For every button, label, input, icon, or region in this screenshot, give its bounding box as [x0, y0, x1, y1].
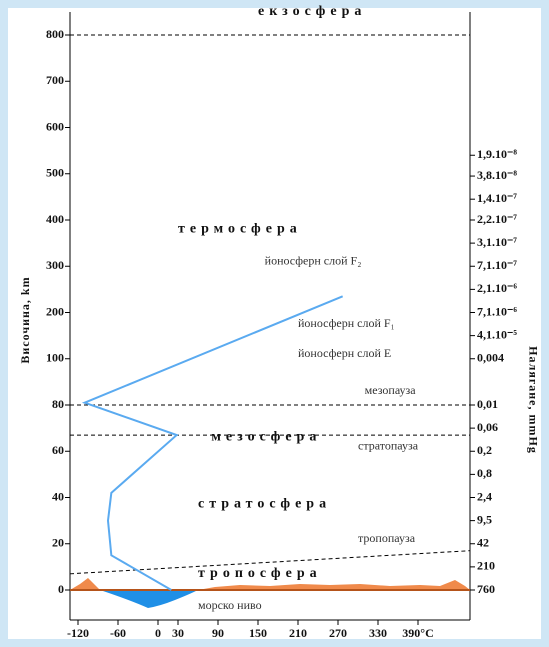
annotation: йоносферн слой F₁: [298, 316, 395, 330]
pressure-label: 210: [477, 559, 495, 573]
annotation: мезосфера: [211, 430, 321, 445]
x-tick-label: 30: [172, 626, 184, 640]
pressure-label: 4,1.10⁻⁵: [477, 327, 517, 341]
pressure-label: 3,8.10⁻⁸: [477, 168, 517, 182]
annotation: екзосфера: [258, 4, 366, 19]
y-tick-label: 60: [52, 443, 64, 457]
pressure-label: 7,1.10⁻⁶: [477, 304, 517, 318]
x-tick-label: 390°C: [402, 626, 433, 640]
pressure-label: 760: [477, 582, 495, 596]
y-tick-label: 200: [46, 304, 64, 318]
annotation: морско ниво: [198, 598, 262, 612]
y-axis-title: Височина, km: [18, 276, 32, 363]
y-tick-label: 80: [52, 397, 64, 411]
y-tick-label: 500: [46, 166, 64, 180]
y-tick-label: 20: [52, 536, 64, 550]
annotation: йоносферн слой E: [298, 346, 391, 360]
annotation: мезопауза: [365, 383, 417, 397]
y-tick-label: 800: [46, 27, 64, 41]
pressure-label: 42: [477, 536, 489, 550]
x-tick-label: 210: [289, 626, 307, 640]
y-tick-label: 100: [46, 351, 64, 365]
pressure-label: 0,06: [477, 420, 498, 434]
y-tick-label: 300: [46, 258, 64, 272]
temperature-line: [81, 295, 344, 591]
y2-axis-title: Налягане, mmHg: [526, 346, 540, 454]
pressure-label: 0,2: [477, 443, 492, 457]
pressure-label: 9,5: [477, 512, 492, 526]
x-tick-label: -60: [110, 626, 126, 640]
annotation: тропосфера: [198, 566, 322, 581]
x-tick-label: 0: [155, 626, 161, 640]
sea: [100, 590, 198, 608]
pressure-label: 2,1.10⁻⁶: [477, 281, 517, 295]
y-tick-label: 0: [58, 582, 64, 596]
y-tick-label: 700: [46, 73, 64, 87]
annotation: тропопауза: [358, 531, 416, 545]
pressure-label: 3,1.10⁻⁷: [477, 235, 517, 249]
pressure-label: 0,01: [477, 397, 498, 411]
pressure-label: 1,9.10⁻⁸: [477, 147, 517, 161]
x-tick-label: -120: [67, 626, 89, 640]
x-tick-label: 270: [329, 626, 347, 640]
annotation: стратопауза: [358, 438, 419, 452]
y-tick-label: 600: [46, 119, 64, 133]
pressure-label: 0,004: [477, 351, 504, 365]
terrain: [70, 578, 470, 608]
pressure-label: 2,2.10⁻⁷: [477, 212, 517, 226]
pressure-label: 1,4.10⁻⁷: [477, 191, 517, 205]
y-tick-label: 400: [46, 212, 64, 226]
x-tick-label: 330: [369, 626, 387, 640]
annotation: йоносферн слой F₂: [265, 253, 362, 267]
land: [70, 578, 470, 590]
x-tick-label: 90: [212, 626, 224, 640]
pressure-label: 7,1.10⁻⁷: [477, 258, 517, 272]
annotation: термосфера: [178, 221, 302, 236]
x-tick-label: 150: [249, 626, 267, 640]
y-tick-label: 40: [52, 489, 64, 503]
pressure-label: 0,8: [477, 466, 492, 480]
annotation: стратосфера: [198, 497, 331, 512]
pressure-label: 2,4: [477, 489, 492, 503]
